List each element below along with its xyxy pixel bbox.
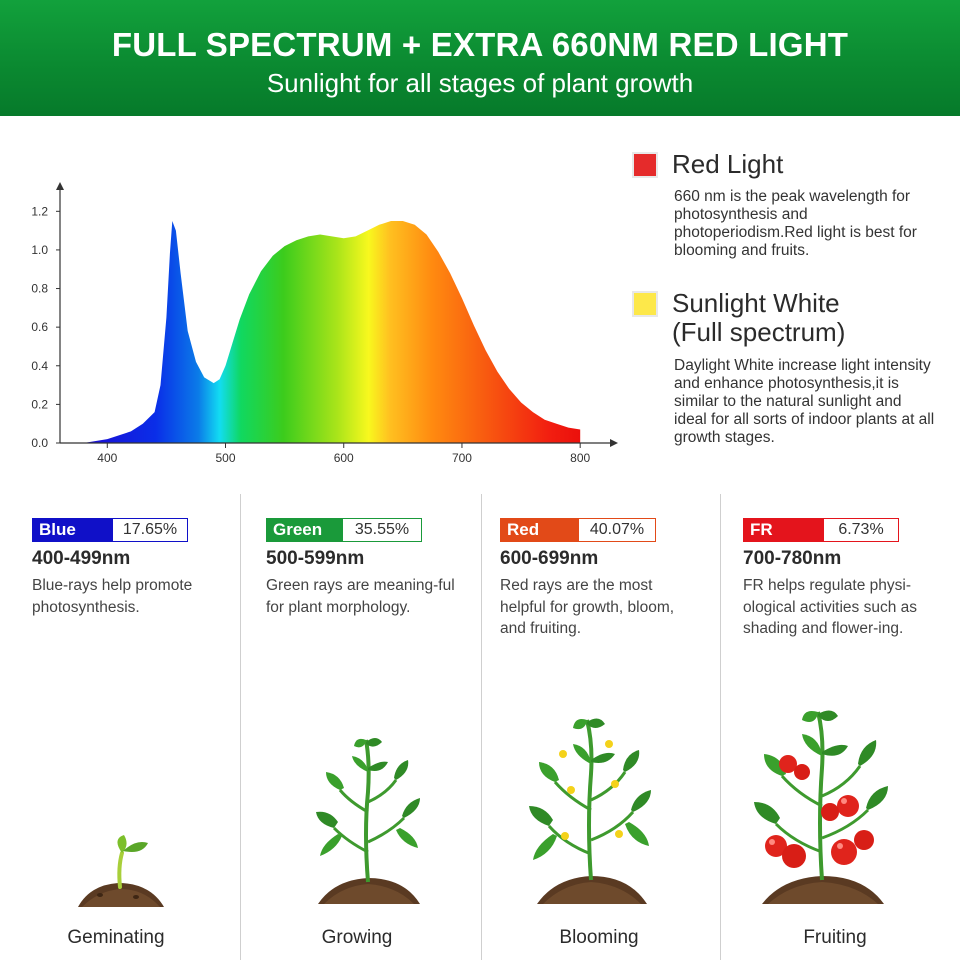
band-badge: FR 6.73% bbox=[743, 518, 899, 542]
band-badge: Blue 17.65% bbox=[32, 518, 188, 542]
column-divider bbox=[481, 494, 482, 960]
page-title: FULL SPECTRUM + EXTRA 660NM RED LIGHT bbox=[111, 26, 849, 63]
legend-desc-red: 660 nm is the peak wavelength for photos… bbox=[674, 188, 917, 259]
stage-label-fruiting: Fruiting bbox=[803, 927, 867, 948]
y-tick-label: 0.4 bbox=[31, 359, 48, 373]
column-divider bbox=[720, 494, 721, 960]
germinating-seedling-icon bbox=[78, 835, 164, 907]
band-range: 700-780nm bbox=[743, 548, 842, 569]
band-description: FR helps regulate physi-ological activit… bbox=[743, 577, 918, 637]
red-light-swatch bbox=[632, 152, 658, 178]
stage-label-blooming: Blooming bbox=[559, 927, 639, 948]
fruiting-plant-icon bbox=[754, 710, 888, 904]
blooming-plant-icon bbox=[529, 718, 651, 904]
band-description: Green rays are meaning-ful for plant mor… bbox=[266, 577, 455, 616]
page-subtitle: Sunlight for all stages of plant growth bbox=[266, 68, 694, 98]
band-range: 600-699nm bbox=[500, 548, 599, 569]
legend-title-red: Red Light bbox=[672, 149, 784, 179]
band-green: Green 35.55% 500-599nm Green rays are me… bbox=[266, 518, 476, 618]
y-tick-label: 0.8 bbox=[31, 282, 48, 296]
band-description: Blue-rays help promote photosynthesis. bbox=[32, 577, 193, 616]
stage-label-growing: Growing bbox=[321, 927, 393, 948]
x-tick-label: 500 bbox=[215, 451, 235, 465]
band-name: FR bbox=[744, 519, 824, 541]
y-tick-label: 0.6 bbox=[31, 320, 48, 334]
band-percent: 6.73% bbox=[824, 519, 898, 541]
y-tick-group: 0.0 0.2 0.4 0.6 0.8 1.0 1.2 bbox=[31, 204, 60, 450]
band-badge: Green 35.55% bbox=[266, 518, 422, 542]
band-name: Green bbox=[267, 519, 343, 541]
x-tick-group: 400 500 600 700 800 bbox=[97, 443, 591, 465]
sunlight-white-swatch bbox=[632, 291, 658, 317]
y-tick-label: 0.0 bbox=[31, 436, 48, 450]
band-range: 400-499nm bbox=[32, 548, 131, 569]
x-tick-label: 700 bbox=[452, 451, 472, 465]
band-badge: Red 40.07% bbox=[500, 518, 656, 542]
band-far-red: FR 6.73% 700-780nm FR helps regulate phy… bbox=[743, 518, 953, 640]
band-description: Red rays are the most helpful for growth… bbox=[500, 577, 675, 637]
band-percent: 35.55% bbox=[343, 519, 421, 541]
band-name: Blue bbox=[33, 519, 113, 541]
band-name: Red bbox=[501, 519, 579, 541]
x-tick-label: 800 bbox=[570, 451, 590, 465]
x-tick-label: 600 bbox=[334, 451, 354, 465]
band-red: Red 40.07% 600-699nm Red rays are the mo… bbox=[500, 518, 710, 640]
stage-label-geminating: Geminating bbox=[67, 927, 165, 948]
column-divider bbox=[240, 494, 241, 960]
x-tick-label: 400 bbox=[97, 451, 117, 465]
y-tick-label: 1.2 bbox=[31, 204, 48, 218]
y-tick-label: 1.0 bbox=[31, 243, 48, 257]
y-tick-label: 0.2 bbox=[31, 397, 48, 411]
spectrum-chart: 400 500 600 700 800 0.0 0.2 0.4 0.6 0.8 1.0 1.2 bbox=[31, 182, 618, 465]
legend-title-white: Sunlight White (Full spectrum) bbox=[672, 288, 846, 347]
band-range: 500-599nm bbox=[266, 548, 365, 569]
spectrum-curve bbox=[83, 221, 581, 443]
growing-plant-icon bbox=[316, 738, 420, 904]
band-percent: 17.65% bbox=[113, 519, 187, 541]
header-banner: FULL SPECTRUM + EXTRA 660NM RED LIGHT Su… bbox=[0, 0, 960, 116]
x-axis-arrow bbox=[610, 439, 618, 447]
band-blue: Blue 17.65% 400-499nm Blue-rays help pro… bbox=[32, 518, 242, 618]
y-axis-arrow bbox=[56, 182, 64, 190]
legend-desc-white: Daylight White increase light intensity … bbox=[674, 357, 935, 446]
band-percent: 40.07% bbox=[579, 519, 655, 541]
